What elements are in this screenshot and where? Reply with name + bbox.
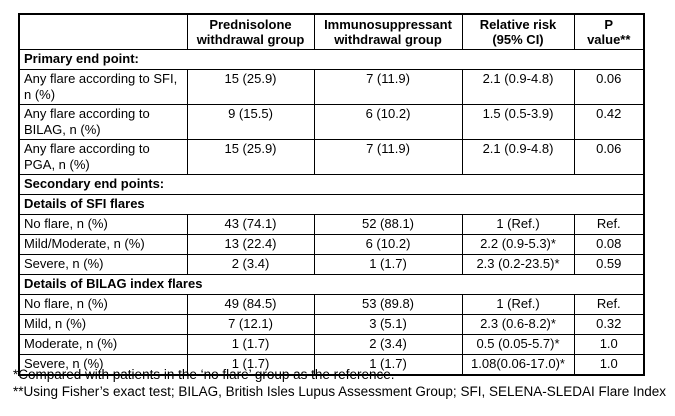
cell-immunosuppressant: 1 (1.7): [313, 254, 463, 275]
cell-prednisolone: 7 (12.1): [186, 314, 315, 335]
cell-immunosuppressant: 3 (5.1): [313, 314, 463, 335]
row-label: Moderate, n (%): [18, 334, 188, 355]
row-label: Any flare according to SFI, n (%): [18, 69, 188, 105]
cell-prednisolone: 9 (15.5): [186, 104, 315, 140]
cell-p-value: 0.32: [573, 314, 645, 335]
study-results-table: Prednisolone withdrawal group Immunosupp…: [18, 13, 645, 376]
table-row-any-flare-pga: Any flare according to PGA, n (%) 15 (25…: [18, 139, 645, 175]
cell-prednisolone: 13 (22.4): [186, 234, 315, 255]
cell-immunosuppressant: 52 (88.1): [313, 214, 463, 235]
table-row-any-flare-sfi: Any flare according to SFI, n (%) 15 (25…: [18, 69, 645, 105]
row-label: No flare, n (%): [18, 214, 188, 235]
section-row-secondary-end-points: Secondary end points:: [18, 174, 645, 195]
table-row-any-flare-bilag: Any flare according to BILAG, n (%) 9 (1…: [18, 104, 645, 140]
table-row-bilag-severe: Severe, n (%) 1 (1.7) 1 (1.7) 1.08(0.06-…: [18, 354, 645, 376]
cell-prednisolone: 1 (1.7): [186, 334, 315, 355]
section-row-bilag-flares: Details of BILAG index flares: [18, 274, 645, 295]
table-row-bilag-moderate: Moderate, n (%) 1 (1.7) 2 (3.4) 0.5 (0.0…: [18, 334, 645, 355]
footnote-reference-group: *Compared with patients in the ‘no flare…: [13, 367, 395, 382]
table-row-bilag-mild: Mild, n (%) 7 (12.1) 3 (5.1) 2.3 (0.6-8.…: [18, 314, 645, 335]
cell-p-value: 1.0: [573, 334, 645, 355]
row-label: Severe, n (%): [18, 354, 188, 376]
col-header-prednisolone-group: Prednisolone withdrawal group: [186, 13, 315, 50]
section-row-sfi-flares: Details of SFI flares: [18, 194, 645, 215]
cell-relative-risk: 2.1 (0.9-4.8): [461, 139, 575, 175]
section-label: Details of SFI flares: [18, 194, 645, 215]
section-label: Secondary end points:: [18, 174, 645, 195]
row-label: Mild, n (%): [18, 314, 188, 335]
cell-immunosuppressant: 7 (11.9): [313, 69, 463, 105]
col-header-immunosuppressant-group: Immunosuppressant withdrawal group: [313, 13, 463, 50]
section-label: Details of BILAG index flares: [18, 274, 645, 295]
row-label: No flare, n (%): [18, 294, 188, 315]
cell-p-value: 0.06: [573, 69, 645, 105]
cell-p-value: 0.59: [573, 254, 645, 275]
col-header-line: Immunosuppressant: [324, 17, 452, 32]
row-label: Severe, n (%): [18, 254, 188, 275]
col-header-line: value**: [587, 32, 631, 47]
cell-immunosuppressant: 53 (89.8): [313, 294, 463, 315]
cell-immunosuppressant: 6 (10.2): [313, 234, 463, 255]
cell-relative-risk: 2.1 (0.9-4.8): [461, 69, 575, 105]
cell-p-value: 0.06: [573, 139, 645, 175]
cell-relative-risk: 2.3 (0.2-23.5)*: [461, 254, 575, 275]
table-row-bilag-no-flare: No flare, n (%) 49 (84.5) 53 (89.8) 1 (R…: [18, 294, 645, 315]
cell-prednisolone: 2 (3.4): [186, 254, 315, 275]
col-header-line: Prednisolone: [209, 17, 292, 32]
row-label: Mild/Moderate, n (%): [18, 234, 188, 255]
footnotes: *Compared with patients in the ‘no flare…: [13, 366, 671, 400]
row-label: Any flare according to PGA, n (%): [18, 139, 188, 175]
col-header-line: Relative risk: [479, 17, 557, 32]
table-row-sfi-mild-moderate: Mild/Moderate, n (%) 13 (22.4) 6 (10.2) …: [18, 234, 645, 255]
cell-relative-risk: 1.5 (0.5-3.9): [461, 104, 575, 140]
cell-p-value: Ref.: [573, 214, 645, 235]
cell-p-value: 1.0: [573, 354, 645, 376]
col-header-line: withdrawal group: [334, 32, 442, 47]
cell-p-value: 0.08: [573, 234, 645, 255]
cell-relative-risk: 1.08(0.06-17.0)*: [461, 354, 575, 376]
cell-p-value: 0.42: [573, 104, 645, 140]
col-header-relative-risk: Relative risk (95% CI): [461, 13, 575, 50]
cell-prednisolone: 43 (74.1): [186, 214, 315, 235]
cell-relative-risk: 1 (Ref.): [461, 214, 575, 235]
cell-prednisolone: 49 (84.5): [186, 294, 315, 315]
cell-relative-risk: 2.2 (0.9-5.3)*: [461, 234, 575, 255]
cell-relative-risk: 0.5 (0.05-5.7)*: [461, 334, 575, 355]
col-header-line: (95% CI): [492, 32, 544, 47]
cell-immunosuppressant: 1 (1.7): [313, 354, 463, 376]
col-header-line: withdrawal group: [196, 32, 305, 47]
section-label: Primary end point:: [18, 49, 645, 70]
cell-immunosuppressant: 6 (10.2): [313, 104, 463, 140]
cell-p-value: Ref.: [573, 294, 645, 315]
table-row-sfi-no-flare: No flare, n (%) 43 (74.1) 52 (88.1) 1 (R…: [18, 214, 645, 235]
header-row: Prednisolone withdrawal group Immunosupp…: [18, 13, 645, 50]
cell-prednisolone: 15 (25.9): [186, 139, 315, 175]
corner-cell: [18, 13, 188, 50]
row-label: Any flare according to BILAG, n (%): [18, 104, 188, 140]
cell-immunosuppressant: 7 (11.9): [313, 139, 463, 175]
cell-relative-risk: 1 (Ref.): [461, 294, 575, 315]
col-header-p-value: P value**: [573, 13, 645, 50]
cell-immunosuppressant: 2 (3.4): [313, 334, 463, 355]
cell-relative-risk: 2.3 (0.6-8.2)*: [461, 314, 575, 335]
table-row-sfi-severe: Severe, n (%) 2 (3.4) 1 (1.7) 2.3 (0.2-2…: [18, 254, 645, 275]
footnote-abbreviations: **Using Fisher’s exact test; BILAG, Brit…: [13, 384, 667, 399]
section-row-primary-end-point: Primary end point:: [18, 49, 645, 70]
cell-prednisolone: 15 (25.9): [186, 69, 315, 105]
col-header-line: P: [604, 17, 614, 32]
